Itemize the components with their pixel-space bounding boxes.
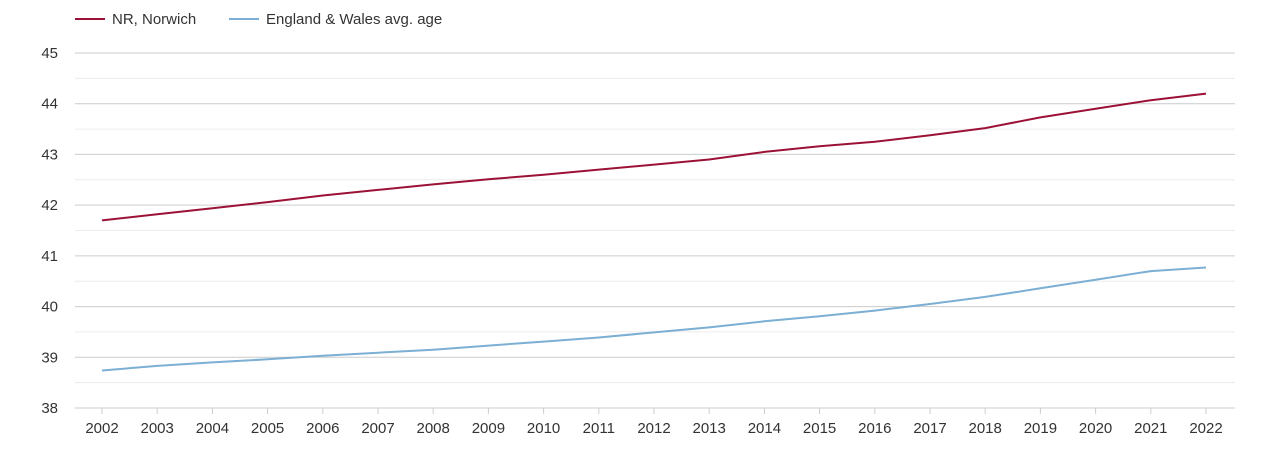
x-tick-label: 2013 [693,420,726,437]
series-lines [101,92,1207,372]
legend-item-1[interactable]: England & Wales avg. age [229,11,442,28]
x-tick-label: 2004 [196,420,229,437]
x-tick-label: 2019 [1024,420,1057,437]
x-tick-label: 2005 [251,420,284,437]
y-tick-label: 39 [41,349,58,366]
x-tick-label: 2006 [306,420,339,437]
legend-label-1: England & Wales avg. age [266,11,442,28]
x-tick-label: 2015 [803,420,836,437]
y-tick-label: 43 [41,146,58,163]
x-tick-label: 2007 [361,420,394,437]
y-tick-label: 40 [41,299,58,316]
x-tick-label: 2010 [527,420,560,437]
y-tick-label: 41 [41,248,58,265]
x-tick-label: 2022 [1189,420,1222,437]
series-line-0 [101,92,1207,222]
x-tick-label: 2016 [858,420,891,437]
x-tick-label: 2012 [637,420,670,437]
x-tick-label: 2017 [913,420,946,437]
x-tick-label: 2002 [85,420,118,437]
legend: NR, Norwich England & Wales avg. age [75,11,442,28]
x-tick-label: 2008 [417,420,450,437]
x-tick-label: 2009 [472,420,505,437]
x-tick-label: 2014 [748,420,781,437]
x-tick-label: 2020 [1079,420,1112,437]
x-tick-label: 2018 [969,420,1002,437]
series-line-1 [101,266,1207,372]
y-tick-label: 38 [41,400,58,417]
x-tick-label: 2003 [141,420,174,437]
y-tick-label: 45 [41,45,58,62]
x-tick-label: 2021 [1134,420,1167,437]
y-axis: 38 39 40 41 42 43 44 45 [41,45,58,417]
x-axis: 2002 2003 2004 2005 2006 2007 2008 2009 2010 2011… [75,407,1235,437]
x-tick-label: 2011 [583,420,615,437]
y-tick-label: 42 [41,197,58,214]
legend-item-0[interactable]: NR, Norwich [75,11,196,28]
legend-label-0: NR, Norwich [112,11,196,28]
y-tick-label: 44 [41,96,58,113]
grid-lines [75,52,1235,409]
